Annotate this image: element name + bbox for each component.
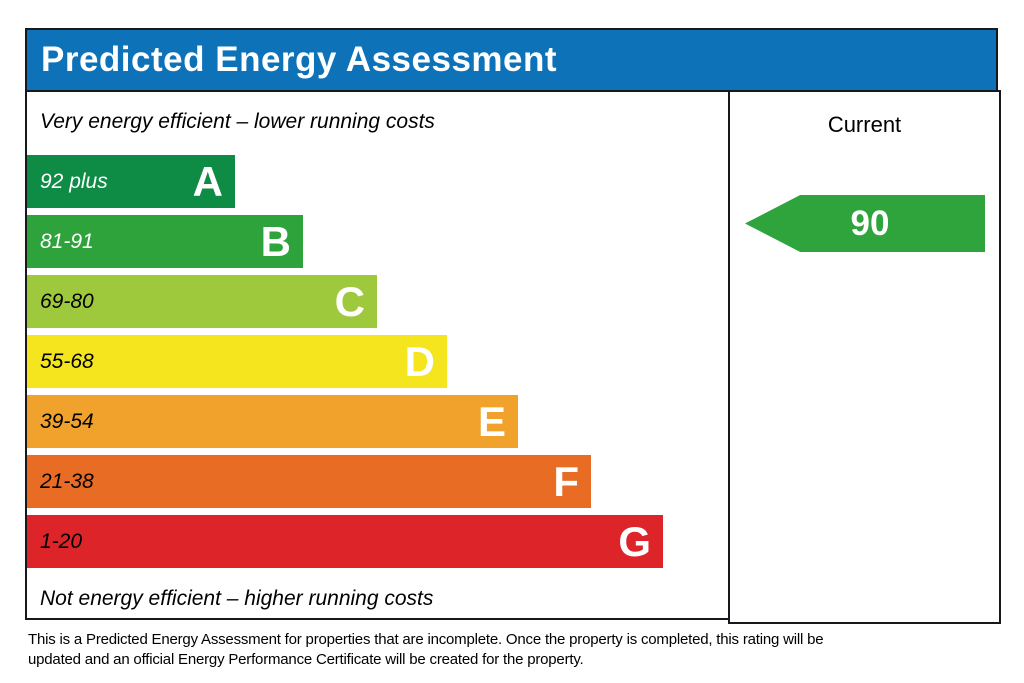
band-letter: C [334, 277, 365, 325]
band-bar: 92 plus A [27, 155, 235, 208]
band-range-label: 1-20 [40, 530, 83, 553]
band-row-C: 69-80 C [27, 275, 728, 328]
current-rating-arrow: 90 [745, 195, 985, 252]
page-title: Predicted Energy Assessment [41, 40, 558, 79]
band-letter: G [618, 517, 651, 565]
band-bar: 81-91 B [27, 215, 303, 268]
band-list: 92 plus A 81-91 B 69-80 C 55-68 D 39-54 … [27, 155, 728, 568]
band-range-label: 69-80 [40, 290, 94, 313]
band-row-D: 55-68 D [27, 335, 728, 388]
chart-body: Very energy efficient – lower running co… [25, 90, 1001, 624]
band-row-G: 1-20 G [27, 515, 728, 568]
band-letter: E [477, 397, 506, 445]
band-bar: 55-68 D [27, 335, 447, 388]
band-letter: B [260, 217, 291, 265]
current-column-header: Current [827, 112, 902, 137]
band-row-E: 39-54 E [27, 395, 728, 448]
footer-disclaimer: This is a Predicted Energy Assessment fo… [28, 631, 824, 668]
band-bar: 69-80 C [27, 275, 377, 328]
band-letter: A [192, 157, 223, 205]
chart-title-bar: Predicted Energy Assessment [25, 28, 998, 92]
band-letter: F [553, 457, 579, 505]
band-range-label: 55-68 [40, 350, 94, 373]
top-caption: Very energy efficient – lower running co… [40, 110, 435, 133]
bottom-caption: Not energy efficient – higher running co… [40, 587, 434, 610]
band-row-B: 81-91 B [27, 215, 728, 268]
band-bar: 21-38 F [27, 455, 591, 508]
rating-scale-panel: Very energy efficient – lower running co… [25, 90, 730, 620]
band-bar: 39-54 E [27, 395, 518, 448]
current-rating-value: 90 [850, 203, 890, 243]
band-bar: 1-20 G [27, 515, 663, 568]
band-range-label: 81-91 [40, 230, 94, 253]
energy-assessment-chart: Predicted Energy Assessment Very energy … [25, 28, 1001, 624]
band-row-F: 21-38 F [27, 455, 728, 508]
band-range-label: 39-54 [40, 410, 94, 433]
band-letter: D [404, 337, 435, 385]
current-rating-panel: Current 90 [728, 90, 1001, 624]
band-range-label: 21-38 [40, 470, 94, 493]
band-row-A: 92 plus A [27, 155, 728, 208]
band-range-label: 92 plus [40, 170, 108, 193]
